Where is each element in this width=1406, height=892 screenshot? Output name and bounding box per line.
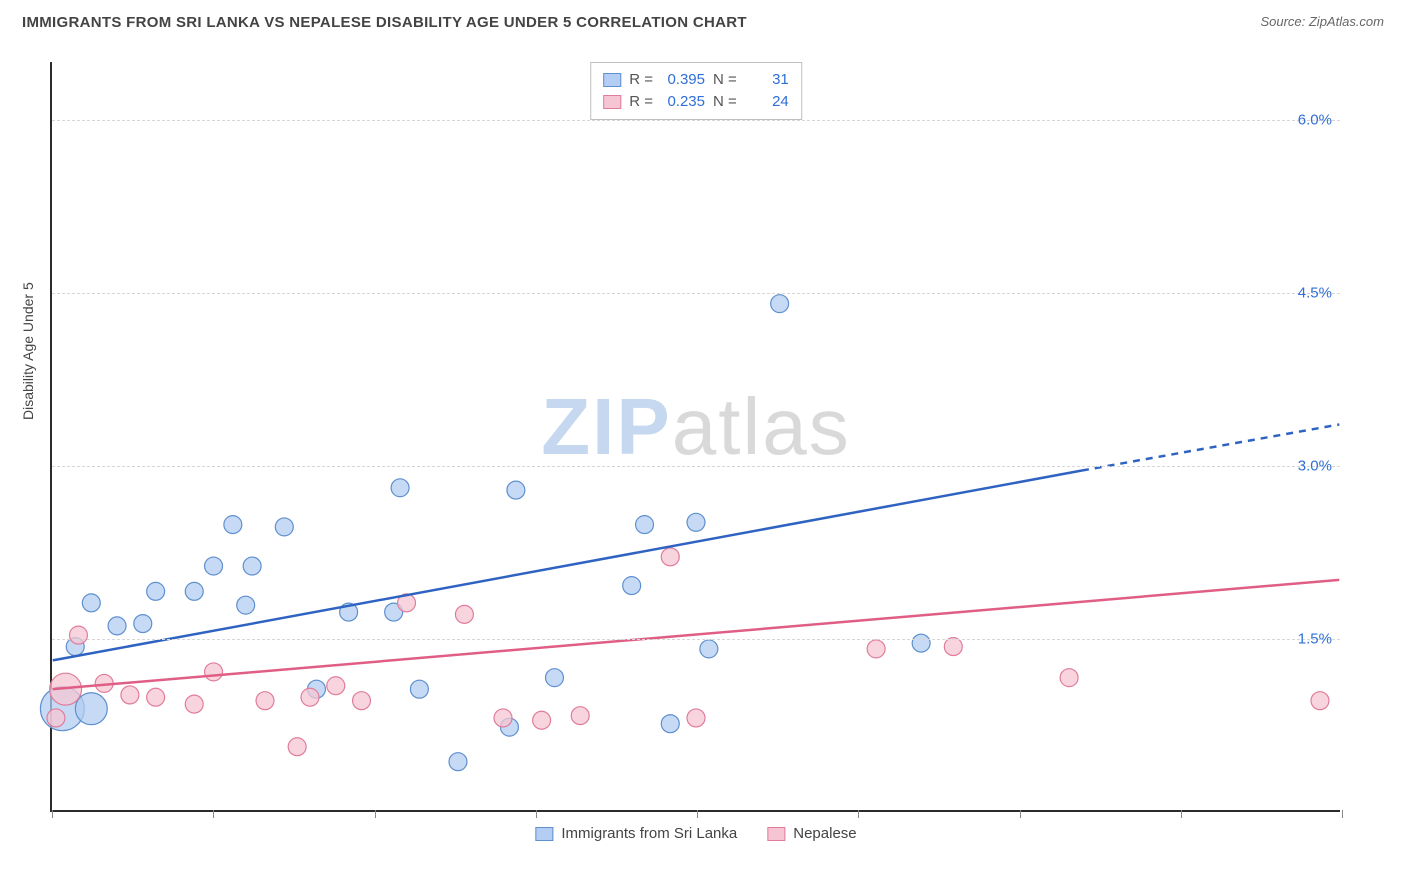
r-label: R = <box>629 91 653 113</box>
data-point <box>571 707 589 725</box>
data-point <box>687 513 705 531</box>
data-point <box>301 688 319 706</box>
data-point <box>134 615 152 633</box>
data-point <box>121 686 139 704</box>
data-point <box>185 695 203 713</box>
ytick-label: 4.5% <box>1298 284 1332 301</box>
swatch-series-1 <box>603 73 621 87</box>
data-point <box>1311 692 1329 710</box>
xtick <box>697 810 698 818</box>
data-point <box>771 295 789 313</box>
data-point <box>243 557 261 575</box>
chart-title: IMMIGRANTS FROM SRI LANKA VS NEPALESE DI… <box>22 14 747 31</box>
source-name: ZipAtlas.com <box>1309 14 1384 29</box>
source-attribution: Source: ZipAtlas.com <box>1260 14 1384 29</box>
data-point <box>224 516 242 534</box>
data-point <box>147 582 165 600</box>
data-point <box>147 688 165 706</box>
xtick <box>536 810 537 818</box>
data-point <box>82 594 100 612</box>
swatch-series-2 <box>603 95 621 109</box>
data-point <box>494 709 512 727</box>
n-label: N = <box>713 91 737 113</box>
legend-bottom: Immigrants from Sri Lanka Nepalese <box>535 825 856 842</box>
gridline-h <box>52 120 1340 121</box>
ytick-label: 3.0% <box>1298 457 1332 474</box>
data-point <box>47 709 65 727</box>
xtick <box>1181 810 1182 818</box>
n-value: 31 <box>745 69 789 91</box>
r-label: R = <box>629 69 653 91</box>
legend-swatch-1 <box>535 827 553 841</box>
data-point <box>455 605 473 623</box>
n-label: N = <box>713 69 737 91</box>
data-point <box>661 715 679 733</box>
data-point <box>867 640 885 658</box>
data-point <box>353 692 371 710</box>
gridline-h <box>52 293 1340 294</box>
data-point <box>391 479 409 497</box>
stats-row-series-2: R = 0.235 N = 24 <box>603 91 789 113</box>
stats-row-series-1: R = 0.395 N = 31 <box>603 69 789 91</box>
data-point <box>687 709 705 727</box>
legend-swatch-2 <box>767 827 785 841</box>
plot-area: ZIPatlas R = 0.395 N = 31 R = 0.235 N = … <box>50 62 1340 812</box>
legend-label-1: Immigrants from Sri Lanka <box>561 825 737 842</box>
data-point <box>327 677 345 695</box>
data-point <box>449 753 467 771</box>
y-axis-title: Disability Age Under 5 <box>20 282 36 420</box>
gridline-h <box>52 466 1340 467</box>
data-point <box>912 634 930 652</box>
source-prefix: Source: <box>1260 14 1308 29</box>
chart-canvas <box>52 62 1340 810</box>
data-point <box>507 481 525 499</box>
n-value: 24 <box>745 91 789 113</box>
legend-label-2: Nepalese <box>793 825 856 842</box>
xtick <box>1342 810 1343 818</box>
data-point <box>700 640 718 658</box>
data-point <box>185 582 203 600</box>
xtick <box>52 810 53 818</box>
data-point <box>205 557 223 575</box>
data-point <box>75 693 107 725</box>
data-point <box>1060 669 1078 687</box>
data-point <box>288 738 306 756</box>
ytick-label: 6.0% <box>1298 111 1332 128</box>
data-point <box>944 638 962 656</box>
data-point <box>546 669 564 687</box>
data-point <box>275 518 293 536</box>
chart-header: IMMIGRANTS FROM SRI LANKA VS NEPALESE DI… <box>0 0 1406 50</box>
legend-item-series-2: Nepalese <box>767 825 856 842</box>
data-point <box>69 626 87 644</box>
ytick-label: 1.5% <box>1298 630 1332 647</box>
xtick <box>213 810 214 818</box>
data-point <box>623 577 641 595</box>
xtick <box>375 810 376 818</box>
legend-item-series-1: Immigrants from Sri Lanka <box>535 825 737 842</box>
xtick <box>1020 810 1021 818</box>
r-value: 0.395 <box>661 69 705 91</box>
data-point <box>108 617 126 635</box>
xtick <box>858 810 859 818</box>
data-point <box>533 711 551 729</box>
gridline-h <box>52 639 1340 640</box>
data-point <box>205 663 223 681</box>
stats-legend-box: R = 0.395 N = 31 R = 0.235 N = 24 <box>590 62 802 120</box>
data-point <box>237 596 255 614</box>
data-point <box>410 680 428 698</box>
data-point <box>636 516 654 534</box>
r-value: 0.235 <box>661 91 705 113</box>
data-point <box>256 692 274 710</box>
data-point <box>661 548 679 566</box>
